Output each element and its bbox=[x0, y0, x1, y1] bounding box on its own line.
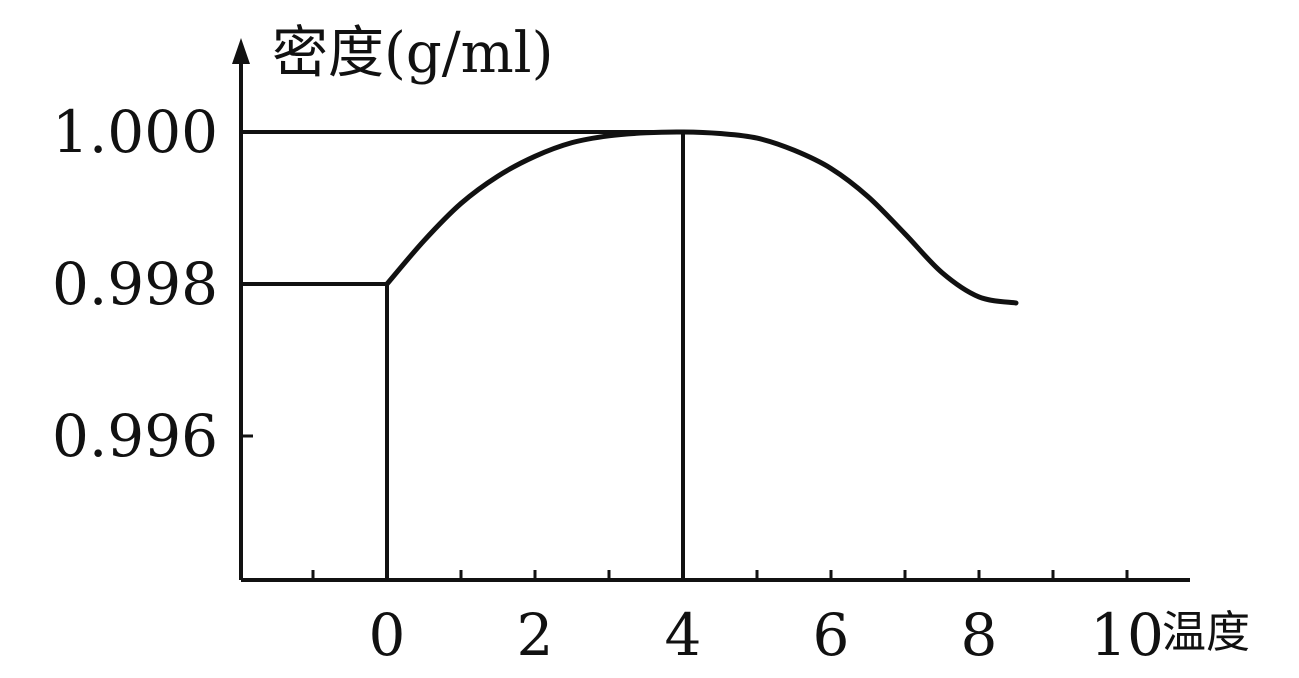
reference-lines bbox=[241, 130, 685, 580]
x-tick-label: 2 bbox=[517, 601, 554, 669]
x-tick-label: 10 bbox=[1090, 601, 1164, 669]
tick-group: 0.996 0.998 1.000 0 2 4 6 8 10 bbox=[52, 98, 1164, 669]
y-tick-label: 0.998 bbox=[52, 250, 218, 318]
x-tick-label: 6 bbox=[813, 601, 850, 669]
series-group bbox=[384, 129, 1019, 306]
axes bbox=[232, 38, 1190, 582]
density-curve bbox=[384, 129, 1019, 306]
x-tick-label: 8 bbox=[961, 601, 998, 669]
x-tick-label: 0 bbox=[369, 601, 406, 669]
x-tick-label: 4 bbox=[665, 601, 702, 669]
x-axis-label: 温度 bbox=[1162, 607, 1250, 658]
y-tick-label: 0.996 bbox=[52, 402, 218, 470]
y-axis-label: 密度(g/ml) bbox=[272, 21, 553, 86]
y-axis-arrow bbox=[232, 38, 250, 64]
y-tick-label: 1.000 bbox=[52, 98, 218, 166]
